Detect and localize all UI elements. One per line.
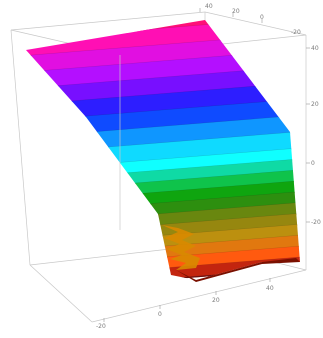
jagged-edge-base bbox=[176, 258, 300, 282]
surface-band-edge bbox=[0, 0, 323, 14]
box-edge bbox=[204, 11, 307, 36]
tick-label-right-0: -20 bbox=[311, 219, 321, 226]
tick-label-bottom-0: -20 bbox=[96, 323, 106, 330]
box-edge bbox=[29, 264, 93, 323]
surface-band-edge bbox=[26, 265, 300, 280]
tick-label-top-2: 0 bbox=[260, 14, 264, 21]
axis-ticks: 40 20 0 -20 -20 0 20 40 -20 0 20 40 bbox=[96, 3, 321, 330]
tick-label-right-1: 0 bbox=[311, 160, 315, 167]
tick-label-top-0: 40 bbox=[205, 3, 213, 10]
tick-label-bottom-2: 20 bbox=[212, 297, 220, 304]
surface-band-edge bbox=[26, 20, 300, 26]
surface-band bbox=[26, 20, 300, 27]
tick-label-right-3: 40 bbox=[311, 45, 319, 52]
bounding-box-front bbox=[10, 29, 307, 323]
box-edge bbox=[91, 269, 307, 323]
surface-band bbox=[26, 64, 300, 108]
tick-label-right-2: 20 bbox=[311, 101, 319, 108]
tick-label-bottom-1: 0 bbox=[158, 311, 162, 318]
tick-label-right-top-0: -20 bbox=[291, 29, 301, 36]
box-edge bbox=[10, 29, 31, 266]
surface-jagged-edge bbox=[162, 225, 300, 282]
tick-label-top-1: 20 bbox=[232, 8, 240, 15]
surface-band bbox=[26, 266, 300, 280]
tick-label-bottom-3: 40 bbox=[266, 285, 274, 292]
jagged-edge-fill bbox=[162, 225, 200, 270]
box-edge bbox=[10, 11, 206, 31]
